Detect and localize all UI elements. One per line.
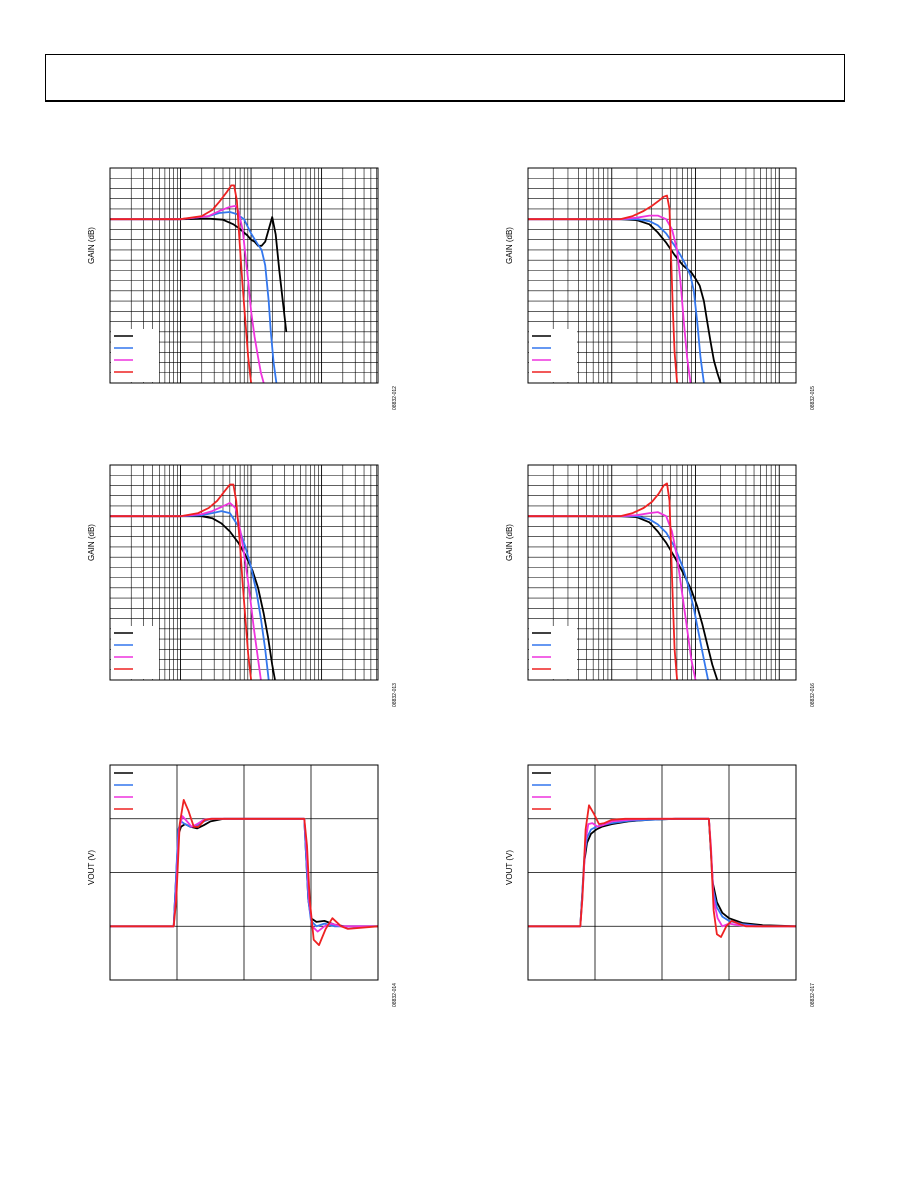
pulse-response-2-ylabel: VOUT (V) xyxy=(505,850,514,885)
freq-response-4-plot-frame xyxy=(527,464,797,681)
pulse-response-2-plot-frame xyxy=(527,764,797,981)
page-header-box xyxy=(45,54,845,102)
pulse-response-2-panel: VOUT (V) 08832-017 xyxy=(488,757,828,1007)
pulse-response-1-svg: VOUT (V) 08832-014 xyxy=(87,764,398,1007)
freq-response-1-grid xyxy=(109,167,378,384)
series-line-black xyxy=(110,216,288,332)
freq-response-1-figure-id: 08832-012 xyxy=(392,386,398,410)
series-line-red xyxy=(110,483,252,681)
freq-response-3-ylabel: GAIN (dB) xyxy=(87,524,96,561)
freq-response-2-grid xyxy=(527,167,796,384)
freq-response-3-plot-frame xyxy=(109,464,379,681)
freq-response-2-legend-box xyxy=(529,329,577,382)
freq-response-4-figure-id: 08832-016 xyxy=(810,683,816,707)
freq-response-3-panel: GAIN (dB) 08832-013 xyxy=(70,457,410,707)
series-line-red xyxy=(110,799,379,947)
pulse-response-2-figure-id: 08832-017 xyxy=(810,983,816,1007)
freq-response-1-svg: GAIN (dB) 08832-012 xyxy=(87,167,398,410)
series-line-black xyxy=(528,218,722,384)
series-line-magenta xyxy=(528,511,697,681)
freq-response-3-svg: GAIN (dB) 08832-013 xyxy=(87,464,398,707)
freq-response-3-legend-box xyxy=(111,626,159,679)
series-line-red xyxy=(528,482,678,681)
pulse-response-1-ylabel: VOUT (V) xyxy=(87,850,96,885)
pulse-response-1-plot-frame xyxy=(109,764,379,981)
series-line-red xyxy=(528,804,796,938)
freq-response-4-svg: GAIN (dB) 08832-016 xyxy=(505,464,816,707)
freq-response-2-figure-id: 08832-015 xyxy=(810,386,816,410)
pulse-response-2-svg: VOUT (V) 08832-017 xyxy=(505,764,816,1007)
freq-response-3-figure-id: 08832-013 xyxy=(392,683,398,707)
freq-response-4-legend-box xyxy=(529,626,577,679)
freq-response-2-ylabel: GAIN (dB) xyxy=(505,227,514,264)
freq-response-1-ylabel: GAIN (dB) xyxy=(87,227,96,264)
freq-response-1-legend-box xyxy=(111,329,159,382)
series-line-red xyxy=(110,184,252,384)
freq-response-1-panel: GAIN (dB) 08832-012 xyxy=(70,160,410,410)
pulse-response-1-figure-id: 08832-014 xyxy=(392,983,398,1007)
freq-response-2-svg: GAIN (dB) 08832-015 xyxy=(505,167,816,410)
freq-response-2-panel: GAIN (dB) 08832-015 xyxy=(488,160,828,410)
freq-response-4-panel: GAIN (dB) 08832-016 xyxy=(488,457,828,707)
series-line-magenta xyxy=(528,214,692,384)
series-line-magenta xyxy=(110,502,262,681)
freq-response-2-plot-frame xyxy=(527,167,797,384)
series-line-black xyxy=(110,515,276,681)
series-line-red xyxy=(528,194,678,384)
freq-response-1-plot-frame xyxy=(109,167,379,384)
series-line-magenta xyxy=(110,205,265,384)
freq-response-4-ylabel: GAIN (dB) xyxy=(505,524,514,561)
pulse-response-1-panel: VOUT (V) 08832-014 xyxy=(70,757,410,1007)
